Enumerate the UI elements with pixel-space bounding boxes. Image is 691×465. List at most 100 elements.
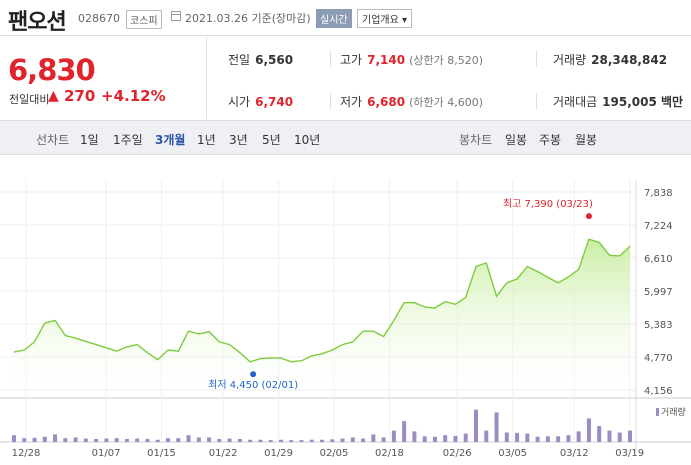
stat-high-label: 고가 — [340, 53, 363, 67]
volume-bar — [381, 437, 386, 442]
candle-daily[interactable]: 일봉 — [505, 133, 528, 147]
price-chart: 7,838 7,224 6,610 5,997 5,383 4,770 4,156 12/2… — [0, 180, 691, 459]
volume-bar — [453, 435, 458, 442]
x-tick-label: 01/15 — [147, 448, 176, 459]
x-tick-label: 12/28 — [12, 448, 41, 459]
price-change: 270 — [64, 87, 96, 105]
x-axis: 12/28 01/07 01/15 01/22 01/29 02/05 02/18 02/26… — [12, 448, 645, 459]
volume-bar — [73, 437, 78, 442]
volume-bar — [186, 435, 191, 442]
candle-monthly[interactable]: 월봉 — [575, 133, 598, 147]
volume-bar — [628, 430, 632, 442]
period-1y[interactable]: 1년 — [197, 133, 216, 147]
volume-bar — [166, 438, 170, 442]
volume-bar — [340, 438, 345, 442]
divider — [330, 93, 331, 109]
stat-volume-value: 28,348,842 — [591, 53, 668, 67]
current-price: 6,830 — [8, 53, 96, 87]
volume-bar — [227, 438, 232, 442]
y-tick-label: 6,610 — [644, 254, 673, 265]
volume-bar — [83, 438, 88, 442]
volume-bar — [63, 438, 68, 442]
period-5y[interactable]: 5년 — [262, 133, 281, 147]
candle-weekly[interactable]: 주봉 — [539, 133, 562, 147]
volume-bar — [207, 437, 212, 442]
compare-label: 전일대비 — [9, 93, 50, 106]
volume-bar — [196, 437, 201, 442]
period-3y[interactable]: 3년 — [229, 133, 248, 147]
y-tick-label: 4,156 — [644, 386, 673, 397]
period-3m[interactable]: 3개월 — [155, 133, 186, 147]
volume-bar — [515, 432, 520, 442]
stock-code: 028670 — [78, 12, 120, 25]
volume-bar — [361, 438, 366, 442]
volume-bar — [371, 434, 376, 442]
period-1w[interactable]: 1주일 — [113, 133, 143, 147]
high-annotation: 최고 7,390 (03/23) — [503, 198, 593, 210]
volume-legend: 거래량 — [661, 406, 686, 418]
volume-bar — [176, 438, 181, 442]
period-1d[interactable]: 1일 — [80, 133, 99, 147]
stat-amount: 거래대금 195,005 백만 — [553, 93, 683, 110]
volume-bar — [94, 438, 99, 442]
volume-bar — [412, 431, 417, 442]
volume-bar — [248, 439, 253, 442]
volume-bar — [545, 436, 550, 442]
stat-amount-value: 195,005 백만 — [602, 95, 684, 109]
volume-bar — [53, 434, 58, 442]
up-arrow-icon: ▲ — [48, 88, 59, 104]
stat-low-value: 6,680 — [367, 95, 406, 109]
period-10y[interactable]: 10년 — [294, 133, 321, 147]
stat-low: 저가 6,680 (하한가 4,600) — [340, 93, 483, 110]
volume-bar — [135, 438, 140, 442]
volume-bar — [217, 438, 222, 442]
volume-bar — [607, 430, 612, 442]
volume-bar — [155, 439, 160, 442]
stat-prev: 전일 6,560 — [228, 51, 293, 68]
stat-open-label: 시가 — [228, 95, 251, 109]
volume-bar — [309, 439, 314, 442]
x-tick-label: 03/05 — [498, 448, 527, 459]
base-date: 2021.03.26 기준(장마감) — [185, 12, 311, 25]
divider — [536, 93, 537, 109]
realtime-button[interactable]: 실시간 — [316, 9, 352, 28]
y-axis: 7,838 7,224 6,610 5,997 5,383 4,770 4,156 — [644, 188, 673, 397]
volume-bar — [22, 438, 27, 442]
volume-bar — [402, 421, 407, 442]
y-tick-label: 5,997 — [644, 287, 673, 298]
stat-prev-value: 6,560 — [255, 53, 294, 67]
x-tick-label: 02/05 — [320, 448, 349, 459]
price-change-percent: +4.12% — [101, 87, 166, 105]
volume-bar — [268, 440, 273, 442]
volume-bar — [422, 436, 427, 442]
low-marker — [250, 371, 257, 378]
stat-open-value: 6,740 — [255, 95, 294, 109]
stat-volume-label: 거래량 — [553, 53, 587, 67]
candle-chart-label: 봉차트 — [459, 133, 493, 147]
volume-bar — [474, 409, 478, 442]
volume-bar — [12, 435, 16, 442]
company-overview-dropdown[interactable]: 기업개요 ▾ — [357, 9, 412, 28]
stock-name: 팬오션 — [8, 10, 67, 35]
x-tick-label: 01/29 — [264, 448, 293, 459]
volume-bar — [494, 412, 499, 442]
volume-bar — [42, 436, 47, 442]
price-area — [14, 239, 630, 390]
divider — [330, 51, 331, 67]
price-line — [13, 238, 631, 363]
x-tick-label: 02/18 — [375, 448, 404, 459]
divider — [536, 51, 537, 67]
volume-bar — [278, 439, 283, 442]
stat-low-label: 저가 — [340, 95, 363, 109]
x-tick-label: 01/07 — [92, 448, 121, 459]
low-annotation: 최저 4,450 (02/01) — [208, 379, 298, 391]
volume-bar — [299, 440, 304, 442]
market-badge: 코스피 — [126, 10, 162, 29]
volume-bar — [463, 433, 468, 442]
stat-high-value: 7,140 — [367, 53, 406, 67]
calendar-icon — [171, 11, 181, 21]
x-tick-label: 02/26 — [443, 448, 472, 459]
volume-bar — [566, 435, 571, 442]
stat-amount-label: 거래대금 — [553, 95, 598, 109]
chart-period-bar: 선차트 1일 1주일 3개월 1년 3년 5년 10년 봉차트 일봉 주봉 월봉 — [0, 120, 691, 155]
